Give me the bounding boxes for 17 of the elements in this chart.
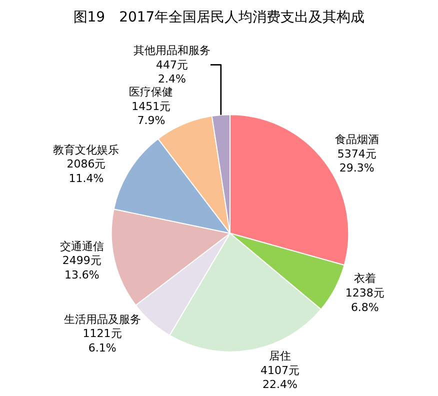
data-label: 1238元 6.8%	[345, 286, 384, 314]
slice-label: 食品烟酒	[334, 133, 379, 146]
data-label: 447元 2.4%	[156, 58, 188, 86]
slice-label: 医疗保健	[129, 86, 174, 99]
data-label: 1121元 6.1%	[82, 327, 122, 354]
slice-label: 交通通信	[60, 240, 104, 253]
slice-label: 教育文化娱乐	[53, 143, 120, 156]
data-label: 4107元 22.4%	[260, 364, 300, 392]
slice-label: 其他用品和服务	[134, 44, 211, 58]
slice-label: 居住	[268, 350, 291, 363]
slice-label: 衣着	[354, 272, 376, 286]
data-label: 5374元 29.3%	[337, 147, 376, 175]
data-label: 2086元 11.4%	[66, 158, 106, 185]
slice-label: 生活用品及服务	[64, 312, 141, 326]
chart-title: 图19 2017年全国居民人均消费支出及其构成	[73, 10, 365, 26]
data-label: 2499元 13.6%	[62, 254, 102, 282]
data-label: 1451元 7.9%	[132, 100, 171, 128]
